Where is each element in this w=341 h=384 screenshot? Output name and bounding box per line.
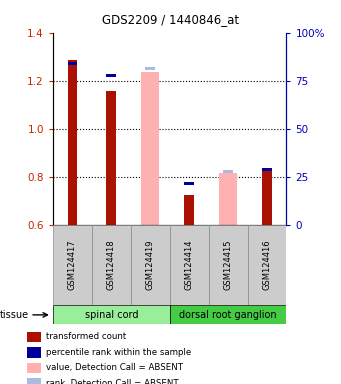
Bar xyxy=(131,225,169,305)
Bar xyxy=(219,173,237,225)
Bar xyxy=(223,170,233,173)
Bar xyxy=(142,72,159,225)
Bar xyxy=(184,182,194,185)
Text: GSM124414: GSM124414 xyxy=(184,240,194,290)
Bar xyxy=(53,225,92,305)
Text: rank, Detection Call = ABSENT: rank, Detection Call = ABSENT xyxy=(46,379,179,384)
Text: value, Detection Call = ABSENT: value, Detection Call = ABSENT xyxy=(46,363,183,372)
Bar xyxy=(27,362,41,373)
Bar xyxy=(209,225,248,305)
Text: transformed count: transformed count xyxy=(46,332,126,341)
Bar xyxy=(106,91,116,225)
Bar xyxy=(27,332,41,342)
Text: GSM124418: GSM124418 xyxy=(107,240,116,290)
Bar xyxy=(248,225,286,305)
Bar xyxy=(27,347,41,358)
Bar xyxy=(68,60,77,225)
Bar xyxy=(262,168,272,225)
Bar xyxy=(169,225,209,305)
Bar xyxy=(145,67,155,70)
Bar xyxy=(92,225,131,305)
Text: GSM124419: GSM124419 xyxy=(146,240,155,290)
Bar xyxy=(184,195,194,225)
Bar xyxy=(169,305,286,324)
Text: GSM124416: GSM124416 xyxy=(263,240,271,290)
Text: dorsal root ganglion: dorsal root ganglion xyxy=(179,310,277,320)
Text: GSM124417: GSM124417 xyxy=(68,240,77,290)
Text: tissue: tissue xyxy=(0,310,29,320)
Text: spinal cord: spinal cord xyxy=(85,310,138,320)
Text: GSM124415: GSM124415 xyxy=(224,240,233,290)
Bar xyxy=(68,62,77,65)
Bar xyxy=(262,168,272,170)
Bar xyxy=(27,378,41,384)
Bar xyxy=(53,305,169,324)
Bar xyxy=(106,74,116,77)
Text: GDS2209 / 1440846_at: GDS2209 / 1440846_at xyxy=(102,13,239,26)
Text: percentile rank within the sample: percentile rank within the sample xyxy=(46,348,191,357)
